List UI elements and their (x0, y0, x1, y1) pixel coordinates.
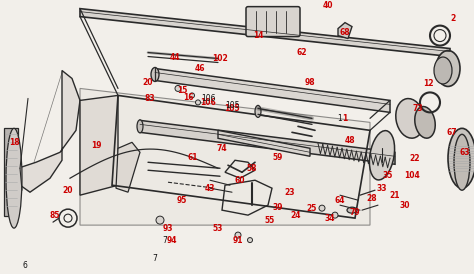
Polygon shape (80, 89, 370, 225)
Text: 18: 18 (9, 138, 19, 147)
Text: 35: 35 (383, 171, 393, 180)
Text: 59: 59 (273, 153, 283, 162)
Text: 12: 12 (423, 79, 433, 88)
Text: 58: 58 (247, 164, 257, 173)
Text: 1: 1 (342, 114, 347, 123)
Polygon shape (338, 22, 352, 39)
Text: 20: 20 (143, 78, 153, 87)
Circle shape (156, 216, 164, 224)
Circle shape (332, 212, 338, 218)
Text: 46: 46 (195, 64, 205, 73)
Text: 55: 55 (265, 216, 275, 225)
Text: 102: 102 (212, 54, 228, 63)
Circle shape (319, 205, 325, 211)
Text: 2: 2 (450, 14, 456, 23)
Text: 43: 43 (205, 184, 215, 193)
Circle shape (247, 238, 253, 242)
Text: 48: 48 (345, 136, 356, 145)
Text: 83: 83 (145, 94, 155, 103)
Text: 67: 67 (447, 128, 457, 137)
Text: 7: 7 (163, 236, 167, 245)
Text: 85: 85 (50, 211, 60, 220)
Text: 73: 73 (413, 104, 423, 113)
Text: 6: 6 (23, 261, 27, 270)
Text: 24: 24 (291, 211, 301, 220)
Circle shape (190, 93, 194, 98)
Text: 104: 104 (404, 171, 420, 180)
Text: 28: 28 (367, 194, 377, 203)
Text: 74: 74 (217, 144, 228, 153)
Polygon shape (140, 120, 395, 164)
Ellipse shape (415, 107, 435, 138)
Text: 7: 7 (153, 253, 157, 262)
Text: 44: 44 (170, 53, 180, 62)
Text: 91: 91 (233, 236, 243, 245)
Text: 106: 106 (201, 94, 215, 103)
Bar (4, 128, 18, 216)
Text: 16: 16 (183, 93, 193, 102)
Text: 62: 62 (297, 48, 307, 57)
Text: 21: 21 (390, 191, 400, 200)
Text: 93: 93 (163, 224, 173, 233)
Polygon shape (218, 130, 310, 156)
Text: 40: 40 (323, 1, 333, 10)
Ellipse shape (448, 128, 474, 188)
Text: 105: 105 (225, 101, 239, 110)
Text: 79: 79 (350, 208, 360, 217)
Ellipse shape (396, 99, 424, 138)
Polygon shape (14, 70, 80, 192)
Text: 22: 22 (410, 154, 420, 163)
Ellipse shape (255, 105, 261, 117)
Text: 34: 34 (325, 214, 335, 223)
Text: 25: 25 (307, 204, 317, 213)
Ellipse shape (137, 120, 143, 133)
Ellipse shape (434, 57, 452, 84)
Ellipse shape (347, 207, 357, 213)
Ellipse shape (436, 50, 460, 86)
Text: 15: 15 (177, 86, 187, 95)
Text: 19: 19 (91, 141, 101, 150)
Text: 14: 14 (253, 31, 263, 40)
Text: 20: 20 (63, 186, 73, 195)
Ellipse shape (369, 131, 394, 180)
Circle shape (175, 85, 181, 92)
Text: 64: 64 (335, 196, 345, 205)
Circle shape (195, 100, 201, 105)
Text: 105: 105 (224, 104, 240, 113)
Text: 33: 33 (377, 184, 387, 193)
Ellipse shape (454, 134, 470, 190)
Polygon shape (116, 142, 140, 192)
FancyBboxPatch shape (246, 7, 300, 36)
Text: 94: 94 (167, 236, 177, 245)
Circle shape (235, 232, 241, 238)
Text: 95: 95 (177, 196, 187, 205)
Ellipse shape (151, 67, 159, 81)
Text: 98: 98 (305, 78, 315, 87)
Text: 106: 106 (200, 98, 216, 107)
Text: 39: 39 (273, 203, 283, 212)
Text: 61: 61 (188, 153, 198, 162)
Ellipse shape (6, 128, 22, 228)
Polygon shape (80, 95, 118, 195)
Text: 68: 68 (340, 28, 350, 37)
Text: 23: 23 (285, 188, 295, 197)
Text: 60: 60 (235, 176, 245, 185)
Polygon shape (80, 9, 450, 56)
Text: 63: 63 (460, 148, 470, 157)
Text: 30: 30 (400, 201, 410, 210)
Polygon shape (155, 68, 390, 112)
Text: 53: 53 (213, 224, 223, 233)
Text: 1: 1 (337, 114, 342, 123)
